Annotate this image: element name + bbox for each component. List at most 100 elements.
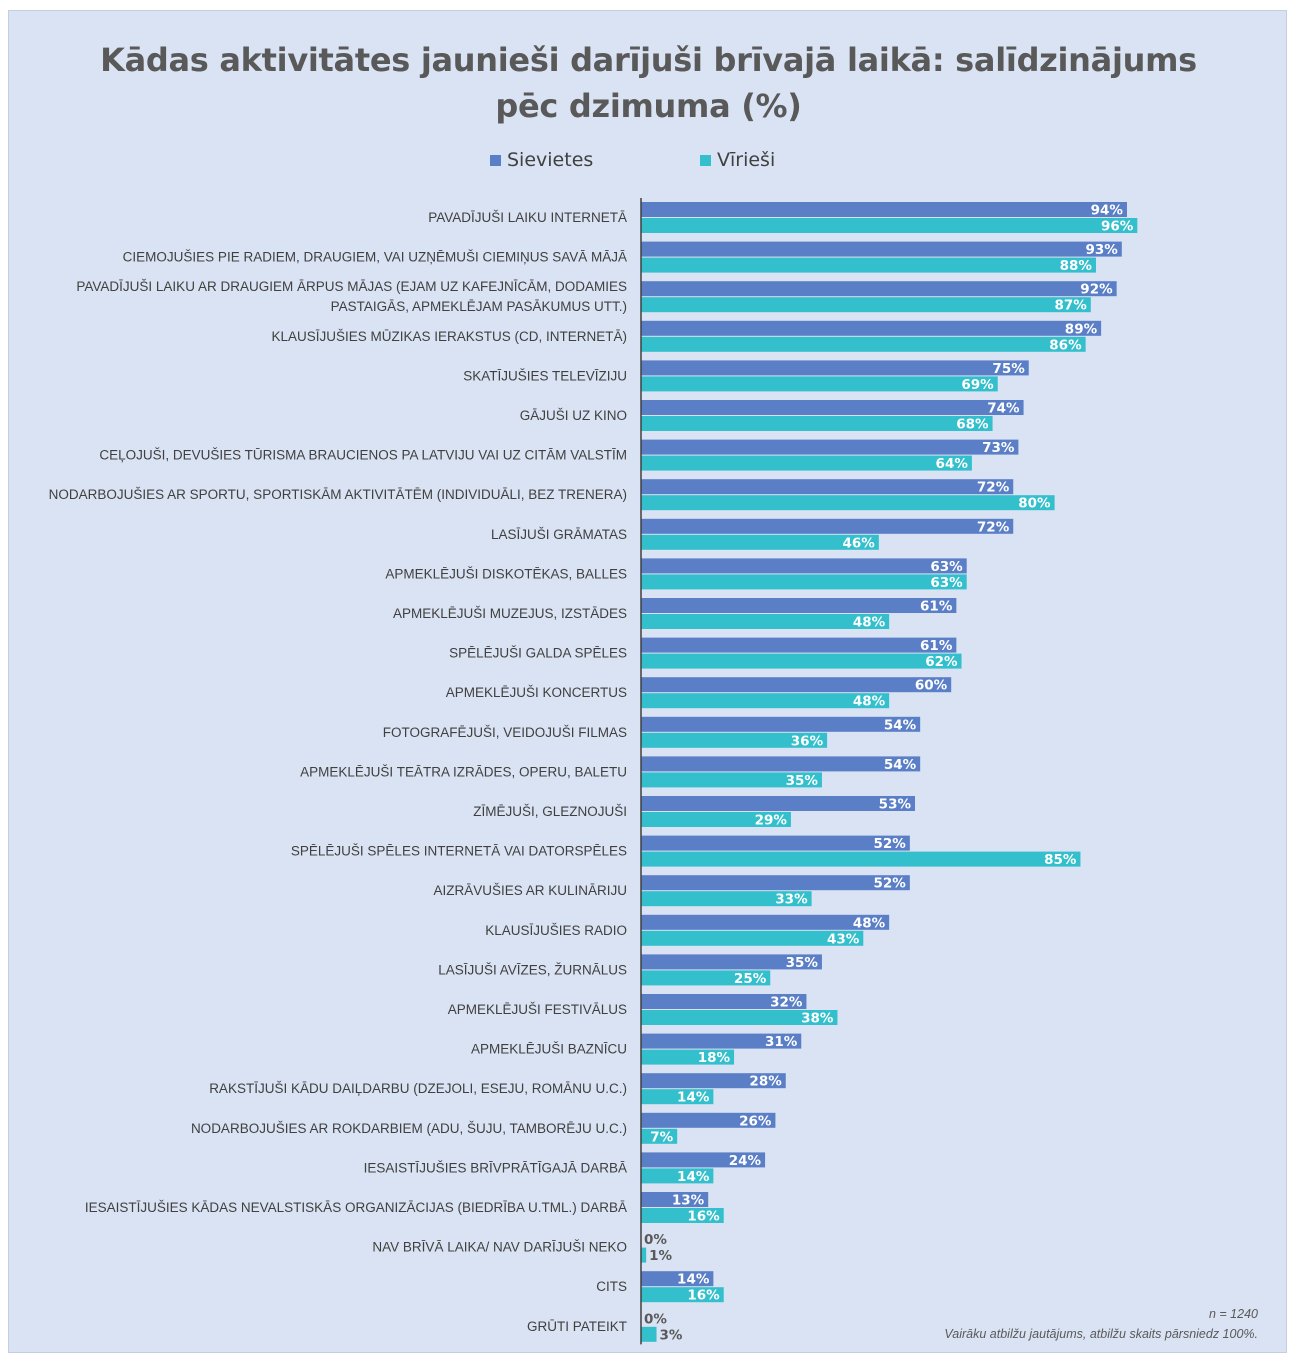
bar-virie-i [641, 574, 967, 590]
bar-group: APMEKLĒJUŠI BAZNĪCU 31% 18% [471, 1033, 802, 1066]
bar-group: APMEKLĒJUŠI DISKOTĒKAS, BALLES 63%63% [385, 558, 967, 591]
multiple-answers-note: Vairāku atbilžu jautājums, atbilžu skait… [944, 1327, 1258, 1341]
bar-sievietes [641, 439, 1019, 455]
data-label: 31% [765, 1034, 798, 1050]
bar-virie-i [641, 1010, 838, 1025]
data-label: 0% [644, 1232, 667, 1248]
bar-sievietes [641, 558, 967, 574]
bar-sievietes [641, 835, 910, 851]
data-label: 87% [1054, 298, 1087, 314]
data-label: 75% [992, 361, 1025, 377]
bar-group: APMEKLĒJUŠI FESTIVĀLUS 32%38% [448, 994, 838, 1027]
data-label: 24% [729, 1153, 762, 1169]
bar-sievietes [641, 1192, 709, 1207]
bar-group: APMEKLĒJUŠI MUZEJUS, IZSTĀDES 61% 48% [393, 598, 957, 631]
category-label: APMEKLĒJUŠI KONCERTUS [446, 685, 627, 700]
bar-sievietes [641, 637, 957, 653]
bar-group: LASĪJUŠI GRĀMATAS 72% 46% [491, 518, 1014, 551]
bar-sievietes [641, 1112, 776, 1128]
category-label: IESAISTĪJUŠIES KĀDAS NEVALSTISKĀS ORGANI… [85, 1200, 627, 1215]
bar-group: CITS 14%16% [596, 1271, 724, 1304]
category-label: CITS [596, 1279, 627, 1294]
data-label: 63% [930, 559, 963, 575]
bar-sievietes [641, 202, 1127, 217]
category-label: PAVADĪJUŠI LAIKU INTERNETĀ [428, 210, 627, 225]
data-label: 25% [734, 971, 767, 987]
category-label: PAVADĪJUŠI LAIKU AR DRAUGIEM ĀRPUS MĀJAS… [76, 279, 627, 294]
bar-virie-i [641, 970, 771, 986]
bar-sievietes [641, 875, 910, 891]
bar-virie-i [641, 851, 1081, 867]
bar-sievietes [641, 796, 916, 811]
data-label: 86% [1049, 337, 1082, 353]
category-label: NODARBOJUŠIES AR ROKDARBIEM (ADU, ŠUJU, … [191, 1121, 627, 1136]
data-label: 48% [853, 615, 886, 631]
bar-group: SPĒLĒJUŠI GALDA SPĒLES 61%62% [449, 637, 962, 670]
bar-virie-i [641, 1326, 657, 1342]
legend-swatch-sievietes [490, 154, 501, 166]
data-label: 48% [853, 915, 886, 931]
bar-group: KLAUSĪJUŠIES MŪZIKAS IERAKSTUS (CD, INTE… [271, 320, 1102, 353]
bar-group: NAV BRĪVĀ LAIKA/ NAV DARĪJUŠI NEKO 0%1% [372, 1232, 672, 1264]
bar-group: IESAISTĪJUŠIES BRĪVPRĀTĪGAJĀ DARBĀ 24% 14% [364, 1152, 766, 1185]
bar-group: NODARBOJUŠIES AR SPORTU, SPORTISKĀM AKTI… [49, 479, 1055, 512]
category-label: SKATĪJUŠIES TELEVĪZIJU [463, 368, 627, 383]
category-label: AIZRĀVUŠIES AR KULINĀRIJU [433, 883, 627, 898]
data-label: 52% [874, 836, 907, 852]
category-label: SPĒLĒJUŠI SPĒLES INTERNETĀ VAI DATORSPĒL… [291, 844, 627, 859]
bar-sievietes [641, 994, 807, 1009]
data-label: 89% [1065, 321, 1098, 337]
category-label: SPĒLĒJUŠI GALDA SPĒLES [449, 646, 627, 661]
bar-virie-i [641, 732, 828, 748]
data-label: 85% [1044, 852, 1077, 868]
bar-sievietes [641, 1152, 766, 1168]
category-label: LASĪJUŠI AVĪZES, ŽURNĀLUS [438, 962, 627, 977]
data-label: 61% [920, 638, 953, 654]
category-label: RAKSTĪJUŠI KĀDU DAIĻDARBU (DZEJOLI, ESEJ… [209, 1081, 627, 1096]
data-label: 96% [1101, 219, 1134, 235]
bar-group: RAKSTĪJUŠI KĀDU DAIĻDARBU (DZEJOLI, ESEJ… [209, 1073, 786, 1106]
category-label: CEĻOJUŠI, DEVUŠIES TŪRISMA BRAUCIENOS PA… [99, 448, 627, 463]
bar-virie-i [641, 653, 962, 669]
data-label: 7% [650, 1129, 673, 1145]
bar-sievietes [641, 716, 921, 732]
data-label: 33% [775, 892, 808, 908]
data-label: 14% [677, 1090, 710, 1106]
bar-sievietes [641, 479, 1014, 495]
bar-sievietes [641, 954, 822, 970]
category-label: APMEKLĒJUŠI TEĀTRA IZRĀDES, OPERU, BALET… [300, 764, 627, 779]
data-label: 14% [677, 1169, 710, 1185]
bar-group: PAVADĪJUŠI LAIKU AR DRAUGIEM ĀRPUS MĀJAS… [76, 279, 1117, 314]
bar-virie-i [641, 772, 822, 788]
data-label: 28% [749, 1074, 782, 1090]
data-label: 54% [884, 757, 917, 773]
category-label: GĀJUŠI UZ KINO [520, 408, 627, 423]
chart-legend: Sievietes Vīrieši [9, 149, 1288, 175]
data-label: 29% [755, 813, 788, 829]
bar-group: PAVADĪJUŠI LAIKU INTERNETĀ 94%96% [428, 202, 1138, 235]
bar-sievietes [641, 241, 1122, 257]
category-label: APMEKLĒJUŠI FESTIVĀLUS [448, 1002, 627, 1017]
chart-title: Kādas aktivitātes jaunieši darījuši brīv… [9, 37, 1288, 129]
category-label: PASTAIGĀS, APMEKLĒJAM PASĀKUMUS UTT.) [331, 299, 627, 314]
data-label: 61% [920, 599, 953, 615]
bar-group: SKATĪJUŠIES TELEVĪZIJU 75%69% [463, 360, 1029, 393]
bar-group: CIEMOJUŠIES PIE RADIEM, DRAUGIEM, VAI UZ… [123, 241, 1122, 274]
data-label: 16% [687, 1288, 720, 1304]
bar-group: KLAUSĪJUŠIES RADIO 48%43% [485, 914, 890, 947]
data-label: 0% [644, 1311, 667, 1327]
bar-virie-i [641, 218, 1138, 233]
category-label: NODARBOJUŠIES AR SPORTU, SPORTISKĀM AKTI… [49, 487, 627, 502]
data-label: 94% [1091, 203, 1124, 219]
data-label: 46% [842, 535, 875, 551]
bar-virie-i [641, 1089, 714, 1105]
category-label: CIEMOJUŠIES PIE RADIEM, DRAUGIEM, VAI UZ… [123, 250, 627, 265]
data-label: 73% [982, 440, 1015, 456]
data-label: 93% [1085, 242, 1118, 258]
legend-swatch-virie-i [700, 154, 711, 166]
bar-group: AIZRĀVUŠIES AR KULINĀRIJU 52% 33% [433, 875, 910, 908]
data-label: 36% [791, 733, 824, 749]
bar-sievietes [641, 1033, 802, 1049]
bar-sievietes [641, 281, 1117, 297]
bar-group: APMEKLĒJUŠI KONCERTUS 60% 48% [446, 677, 952, 710]
